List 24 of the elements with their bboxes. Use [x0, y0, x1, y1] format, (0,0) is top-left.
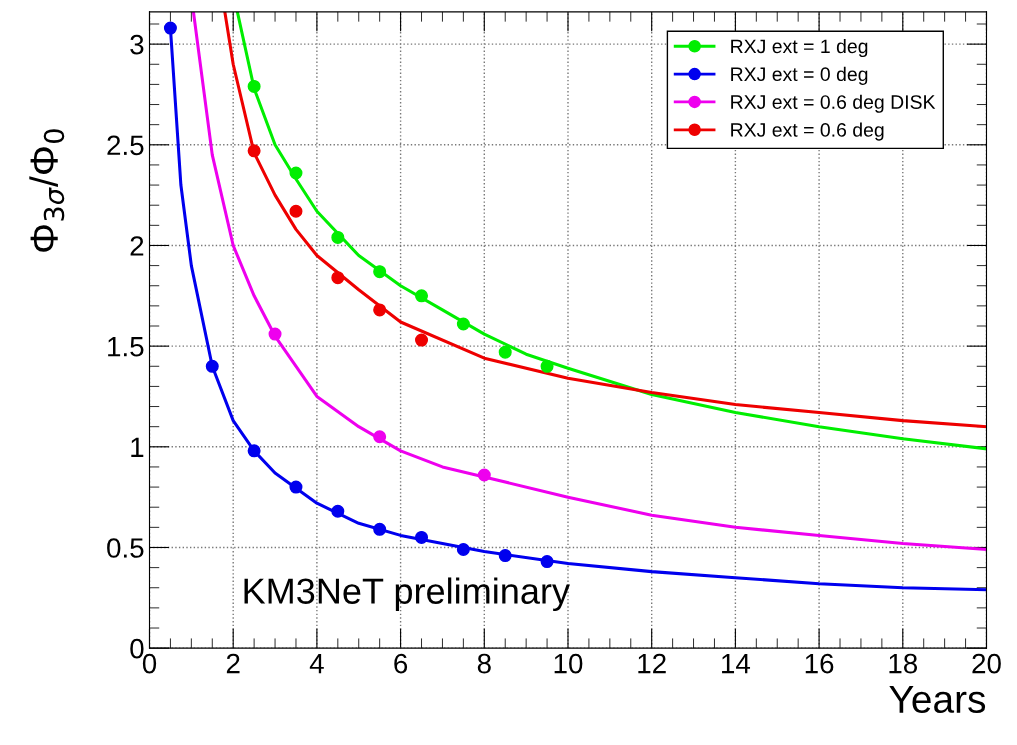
y-tick-label: 2 [130, 236, 144, 256]
y-tick-label: 1 [131, 437, 144, 457]
x-tick-label: 4 [309, 654, 324, 674]
legend-label: RXJ ext = 0.6 deg DISK [731, 94, 936, 113]
x-tick-label: 20 [972, 653, 1001, 674]
x-tick-label: 16 [805, 653, 834, 674]
legend-label: RXJ ext = 0.6 deg [731, 122, 884, 141]
y-axis-title: Φ$_{3σ}$/Φ$_{0}$ [29, 129, 65, 252]
x-tick-label: 12 [638, 653, 666, 674]
y-tick-label: 3 [130, 34, 144, 55]
x-tick-label: 14 [722, 654, 751, 674]
annotation: KM3NeT preliminary [244, 577, 570, 612]
x-tick-label: 6 [394, 653, 408, 674]
x-axis-title: Years [889, 685, 986, 714]
legend-label: RXJ ext = 0 deg [731, 66, 868, 85]
y-tick-label: 1.5 [108, 337, 144, 357]
x-tick-label: 8 [477, 653, 491, 674]
x-tick-label: 18 [889, 653, 918, 674]
legend-label: RXJ ext = 1 deg [731, 38, 868, 58]
x-tick-label: 10 [554, 653, 583, 674]
y-tick-label: 2.5 [107, 135, 144, 156]
x-tick-label: 2 [226, 653, 240, 674]
y-tick-label: 0.5 [107, 538, 144, 558]
y-tick-label: 0 [130, 638, 144, 659]
